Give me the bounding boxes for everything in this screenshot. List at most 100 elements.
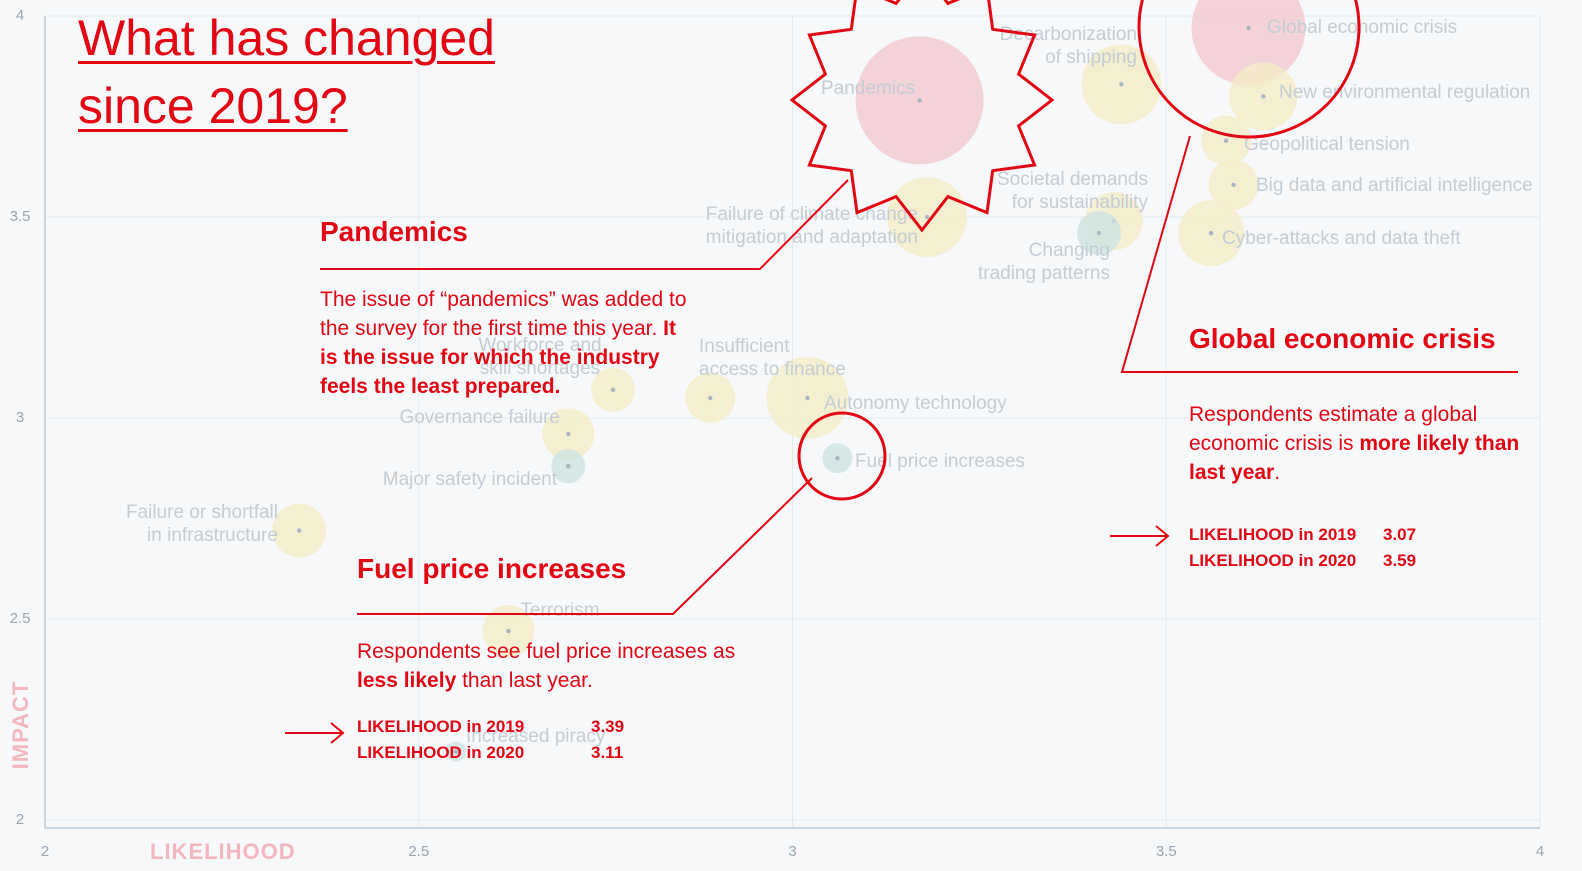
callout: Global economic crisis Respondents estima… [1189, 323, 1534, 577]
callout-text: Respondents see fuel price increases as [357, 640, 736, 663]
bubble-dot [1096, 230, 1102, 236]
title-line: What has changed [78, 10, 495, 66]
bubble-dot [1119, 82, 1124, 87]
bubble-dot [1208, 230, 1214, 236]
row-value: 3.59 [1383, 551, 1417, 570]
highlight-circle [797, 411, 887, 501]
point-label: Changing [1029, 240, 1110, 261]
point-label: Increased piracy [466, 726, 606, 747]
point-label: Societal demands [997, 169, 1148, 190]
point-label: Workforce and [478, 335, 601, 356]
bubble-dot [610, 387, 616, 393]
leader-line [357, 477, 813, 615]
callout-text: less likely [357, 669, 457, 692]
callout-body: The issue of “pandemics” was added to th… [320, 285, 690, 401]
point-label: Failure or shortfall [126, 502, 278, 523]
row-label: LIKELIHOOD in 2020 [1189, 551, 1357, 570]
x-tick-label: 3 [788, 843, 796, 860]
point-label: of shipping [1045, 47, 1137, 68]
x-axis-label: LIKELIHOOD [150, 839, 296, 864]
x-tick-label: 2 [41, 843, 49, 860]
bubble-dot [296, 528, 302, 533]
row-value: 3.07 [1383, 525, 1417, 544]
point-label: Global economic crisis [1267, 17, 1457, 38]
bubble-dot [1223, 138, 1229, 143]
point-label: access to finance [699, 359, 846, 380]
y-tick-label: 3 [16, 409, 24, 426]
callout-text: The issue of “pandemics” was added to th… [320, 288, 687, 340]
point-label: Autonomy technology [824, 393, 1007, 414]
y-tick-label: 2.5 [10, 610, 31, 627]
callout-heading: Fuel price increases [357, 553, 627, 584]
point-label: Pandemics [821, 78, 915, 99]
callout-body: Respondents estimate a global economic c… [1189, 400, 1534, 487]
table-row: LIKELIHOOD in 2019 3.39 [357, 717, 624, 743]
bubble-dot [835, 456, 840, 461]
row-value: 3.11 [591, 743, 624, 762]
point-label: for sustainability [1012, 192, 1149, 213]
row-value: 3.39 [591, 717, 625, 736]
likelihood-table: LIKELIHOOD in 2019 3.39 LIKELIHOOD in 2020… [357, 717, 624, 769]
highlight-circle [1137, 0, 1361, 139]
table-row: LIKELIHOOD in 2019 3.07 [1189, 525, 1416, 551]
row-label: LIKELIHOOD in 2019 [357, 717, 525, 736]
callout-heading: Global economic crisis [1189, 323, 1496, 354]
point-label: Governance failure [399, 407, 560, 428]
callout-heading: Pandemics [320, 216, 468, 247]
bubble-dot [805, 395, 810, 401]
bubble-dot [566, 431, 571, 437]
leader-line [320, 179, 849, 270]
callout-text: than last year. [456, 669, 593, 692]
bubble-dot [506, 628, 511, 634]
y-axis-label: IMPACT [8, 681, 33, 770]
bubble-dot [566, 464, 571, 469]
title-line: since 2019? [78, 78, 348, 134]
callout-text: more likely than last year [1189, 432, 1520, 484]
bubble-dot [1231, 182, 1236, 188]
callout: Pandemics The issue of “pandemics” was ad… [320, 216, 690, 401]
callout-body: Respondents see fuel price increases as … [357, 637, 767, 695]
callout: Fuel price increases Respondents see fuel… [357, 553, 767, 769]
bubble-dot [453, 749, 459, 754]
table-row: LIKELIHOOD in 2020 3.59 [1189, 551, 1416, 577]
point-label: skill shortages [480, 358, 600, 379]
callout-text: Respondents estimate a global economic c… [1189, 403, 1478, 455]
point-label: Big data and artificial intelligence [1256, 175, 1533, 196]
point-label: mitigation and adaptation [706, 227, 918, 248]
y-tick-label: 2 [16, 811, 24, 828]
point-label: Terrorism [520, 600, 599, 621]
point-label: Cyber-attacks and data theft [1222, 228, 1461, 249]
callout-text: It is the issue for which the industry f… [320, 317, 676, 398]
point-label: New environmental regulation [1279, 82, 1530, 103]
point-label: in infrastructure [147, 525, 278, 546]
bubble-dot [924, 214, 930, 220]
highlight-star [789, 0, 1055, 233]
point-label: Geopolitical tension [1244, 134, 1410, 155]
x-tick-label: 2.5 [408, 843, 429, 860]
bubble-dot [708, 395, 713, 401]
point-label: Insufficient [699, 336, 790, 357]
arrow-head [1155, 525, 1170, 547]
bubble-dot [1261, 94, 1266, 99]
point-label: Fuel price increases [855, 451, 1025, 472]
arrow-head [330, 722, 345, 744]
leader-line [1120, 135, 1518, 373]
x-tick-label: 3.5 [1156, 843, 1177, 860]
y-tick-label: 4 [16, 7, 24, 24]
point-label: Failure of climate change [706, 204, 918, 225]
likelihood-table: LIKELIHOOD in 2019 3.07 LIKELIHOOD in 2020… [1189, 525, 1416, 577]
row-label: LIKELIHOOD in 2020 [357, 743, 525, 762]
x-tick-label: 4 [1536, 843, 1544, 860]
point-label: trading patterns [978, 263, 1110, 284]
table-row: LIKELIHOOD in 2020 3.11 [357, 743, 624, 769]
y-tick-label: 3.5 [10, 208, 31, 225]
bubble-dot [1246, 25, 1251, 31]
point-label: Major safety incident [383, 469, 558, 490]
row-label: LIKELIHOOD in 2019 [1189, 525, 1357, 544]
bubble-dot [917, 98, 922, 103]
bubble [1191, 0, 1306, 86]
callout-text: . [1274, 461, 1281, 484]
title: What has changed since 2019? [78, 4, 495, 140]
